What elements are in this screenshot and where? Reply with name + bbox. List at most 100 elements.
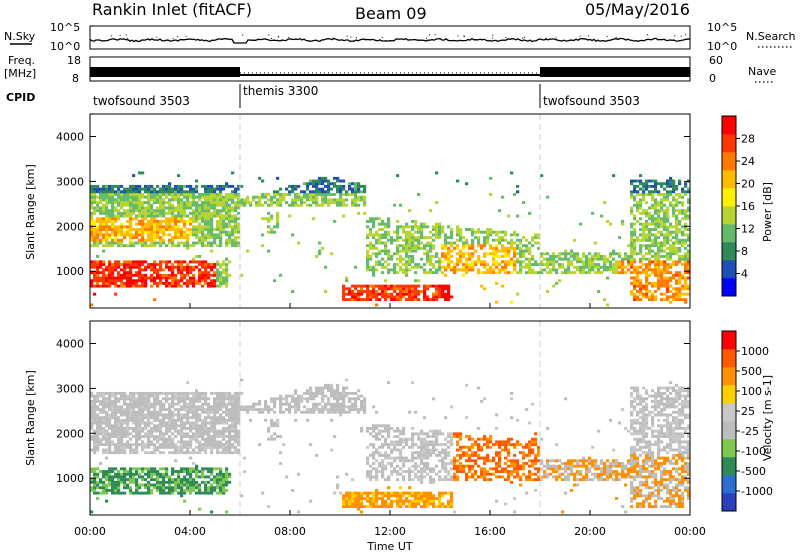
- range-cell: [141, 209, 144, 212]
- range-cell: [435, 260, 438, 263]
- range-cell: [192, 449, 195, 452]
- range-cell: [369, 220, 372, 223]
- range-cell: [312, 201, 315, 204]
- range-cell: [354, 502, 357, 505]
- range-cell: [387, 293, 390, 296]
- range-cell: [285, 475, 288, 478]
- range-cell: [114, 443, 117, 446]
- range-cell: [474, 263, 477, 266]
- range-cell: [276, 190, 279, 193]
- range-cell: [126, 193, 129, 196]
- range-cell: [126, 263, 129, 266]
- range-cell: [138, 419, 141, 422]
- range-cell: [210, 233, 213, 236]
- range-cell: [321, 198, 324, 201]
- range-cell: [141, 193, 144, 196]
- range-cell: [156, 220, 159, 223]
- range-cell: [132, 478, 135, 481]
- range-cell: [657, 212, 660, 215]
- range-cell: [126, 422, 129, 425]
- range-cell: [237, 231, 240, 234]
- range-cell: [363, 403, 366, 406]
- range-cell: [210, 204, 213, 207]
- range-cell: [150, 233, 153, 236]
- range-cell: [210, 424, 213, 427]
- range-cell: [498, 263, 501, 266]
- range-cell: [630, 293, 633, 296]
- range-cell: [102, 188, 105, 191]
- noise-search-point: [522, 38, 523, 39]
- range-cell: [138, 223, 141, 226]
- range-cell: [381, 290, 384, 293]
- range-cell: [294, 185, 297, 188]
- range-cell: [93, 196, 96, 199]
- noise-search-point: [127, 38, 128, 39]
- range-cell: [330, 384, 333, 387]
- range-cell: [183, 242, 186, 245]
- range-cell: [294, 419, 297, 422]
- range-cell: [174, 215, 177, 218]
- range-cell: [168, 443, 171, 446]
- range-cell: [123, 198, 126, 201]
- range-cell: [201, 470, 204, 473]
- range-cell: [216, 188, 219, 191]
- range-cell: [120, 233, 123, 236]
- range-cell: [123, 422, 126, 425]
- range-cell: [180, 494, 183, 497]
- range-cell: [360, 405, 363, 408]
- range-cell: [105, 414, 108, 417]
- range-cell: [102, 250, 105, 253]
- range-cell: [660, 182, 663, 185]
- range-cell: [501, 250, 504, 253]
- range-cell: [135, 467, 138, 470]
- range-cell: [453, 271, 456, 274]
- range-cell: [345, 287, 348, 290]
- range-cell: [243, 405, 246, 408]
- range-cell: [147, 215, 150, 218]
- range-cell: [177, 231, 180, 234]
- range-cell: [96, 475, 99, 478]
- range-cell: [93, 274, 96, 277]
- range-cell: [597, 290, 600, 293]
- range-cell: [132, 416, 135, 419]
- range-cell: [177, 481, 180, 484]
- range-cell: [141, 196, 144, 199]
- range-cell: [639, 244, 642, 247]
- range-cell: [102, 193, 105, 196]
- range-cell: [207, 411, 210, 414]
- range-cell: [129, 220, 132, 223]
- range-cell: [159, 427, 162, 430]
- range-cell: [375, 473, 378, 476]
- range-cell: [549, 271, 552, 274]
- range-cell: [153, 470, 156, 473]
- range-cell: [213, 207, 216, 210]
- range-cell: [369, 228, 372, 231]
- range-cell: [225, 209, 228, 212]
- range-cell: [222, 279, 225, 282]
- range-cell: [111, 451, 114, 454]
- range-cell: [561, 266, 564, 269]
- range-cell: [207, 467, 210, 470]
- range-cell: [219, 285, 222, 288]
- range-cell: [642, 295, 645, 298]
- range-cell: [642, 239, 645, 242]
- range-cell: [132, 408, 135, 411]
- range-cell: [435, 268, 438, 271]
- range-cell: [114, 397, 117, 400]
- range-cell: [654, 298, 657, 301]
- range-cell: [195, 201, 198, 204]
- range-cell: [351, 500, 354, 503]
- range-cell: [642, 293, 645, 296]
- range-cell: [525, 263, 528, 266]
- range-cell: [585, 258, 588, 261]
- range-cell: [129, 481, 132, 484]
- range-cell: [345, 204, 348, 207]
- range-cell: [216, 446, 219, 449]
- range-cell: [600, 271, 603, 274]
- range-cell: [438, 290, 441, 293]
- range-cell: [129, 263, 132, 266]
- range-cell: [204, 209, 207, 212]
- range-cell: [123, 263, 126, 266]
- range-cell: [96, 207, 99, 210]
- range-cell: [132, 217, 135, 220]
